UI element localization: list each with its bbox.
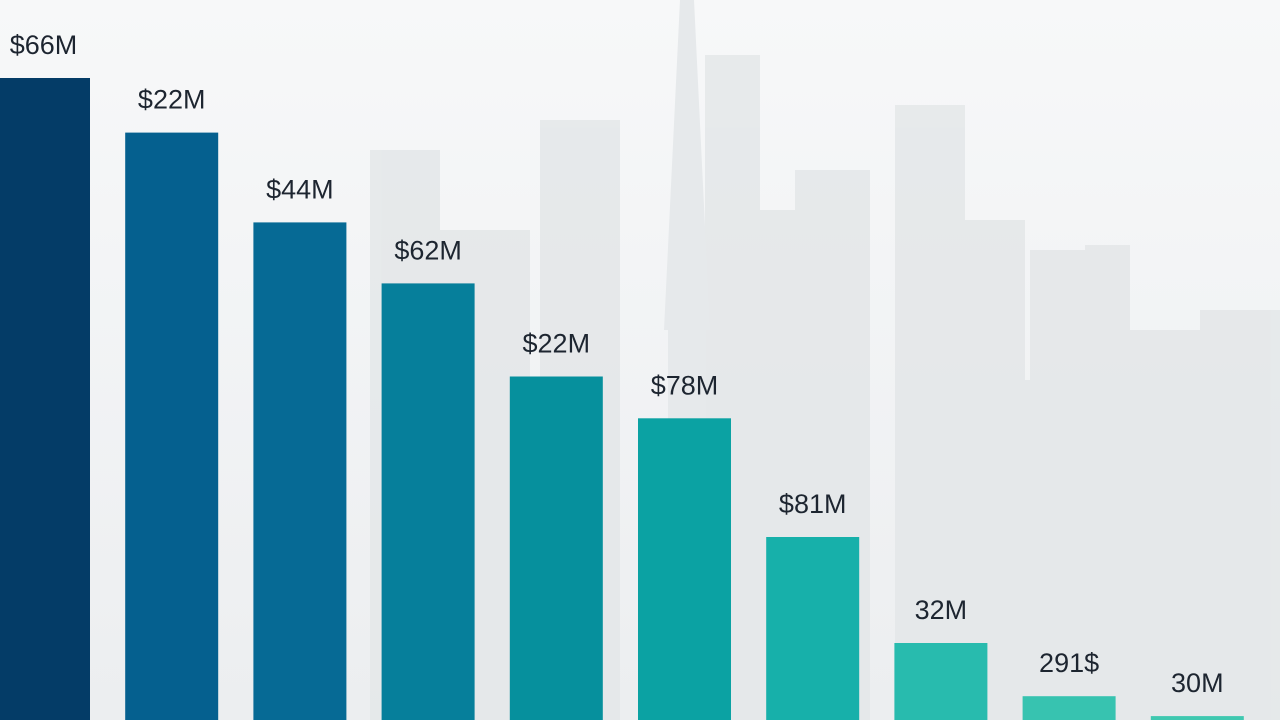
bar-6 [638, 418, 731, 720]
buildings [370, 55, 1280, 720]
bar-label-3: $44M [266, 174, 334, 204]
bar-8 [894, 643, 988, 720]
bar-10 [1150, 716, 1244, 720]
bar-label-6: $78M [651, 370, 719, 400]
bar-label-4: $62M [394, 235, 462, 265]
bar-1 [0, 78, 90, 720]
bar-label-2: $22M [138, 85, 206, 115]
bar-label-1: $66M [10, 30, 78, 60]
bar-5 [509, 376, 603, 720]
bar-label-8: 32M [915, 595, 968, 625]
data-labels-group: $66M $22M $44M $62M $22M $78M $81M 32M 291$ 30M [10, 30, 1224, 698]
bar-9 [1022, 696, 1116, 720]
bar-label-10: 30M [1171, 668, 1224, 698]
bars-group [0, 78, 1244, 720]
bar-3 [253, 222, 347, 720]
bar-7 [766, 537, 860, 720]
bar-label-7: $81M [779, 489, 847, 519]
bar-4 [381, 283, 475, 720]
bar-2 [125, 132, 219, 720]
bar-label-5: $22M [523, 329, 591, 359]
bar-label-9: 291$ [1039, 648, 1099, 678]
